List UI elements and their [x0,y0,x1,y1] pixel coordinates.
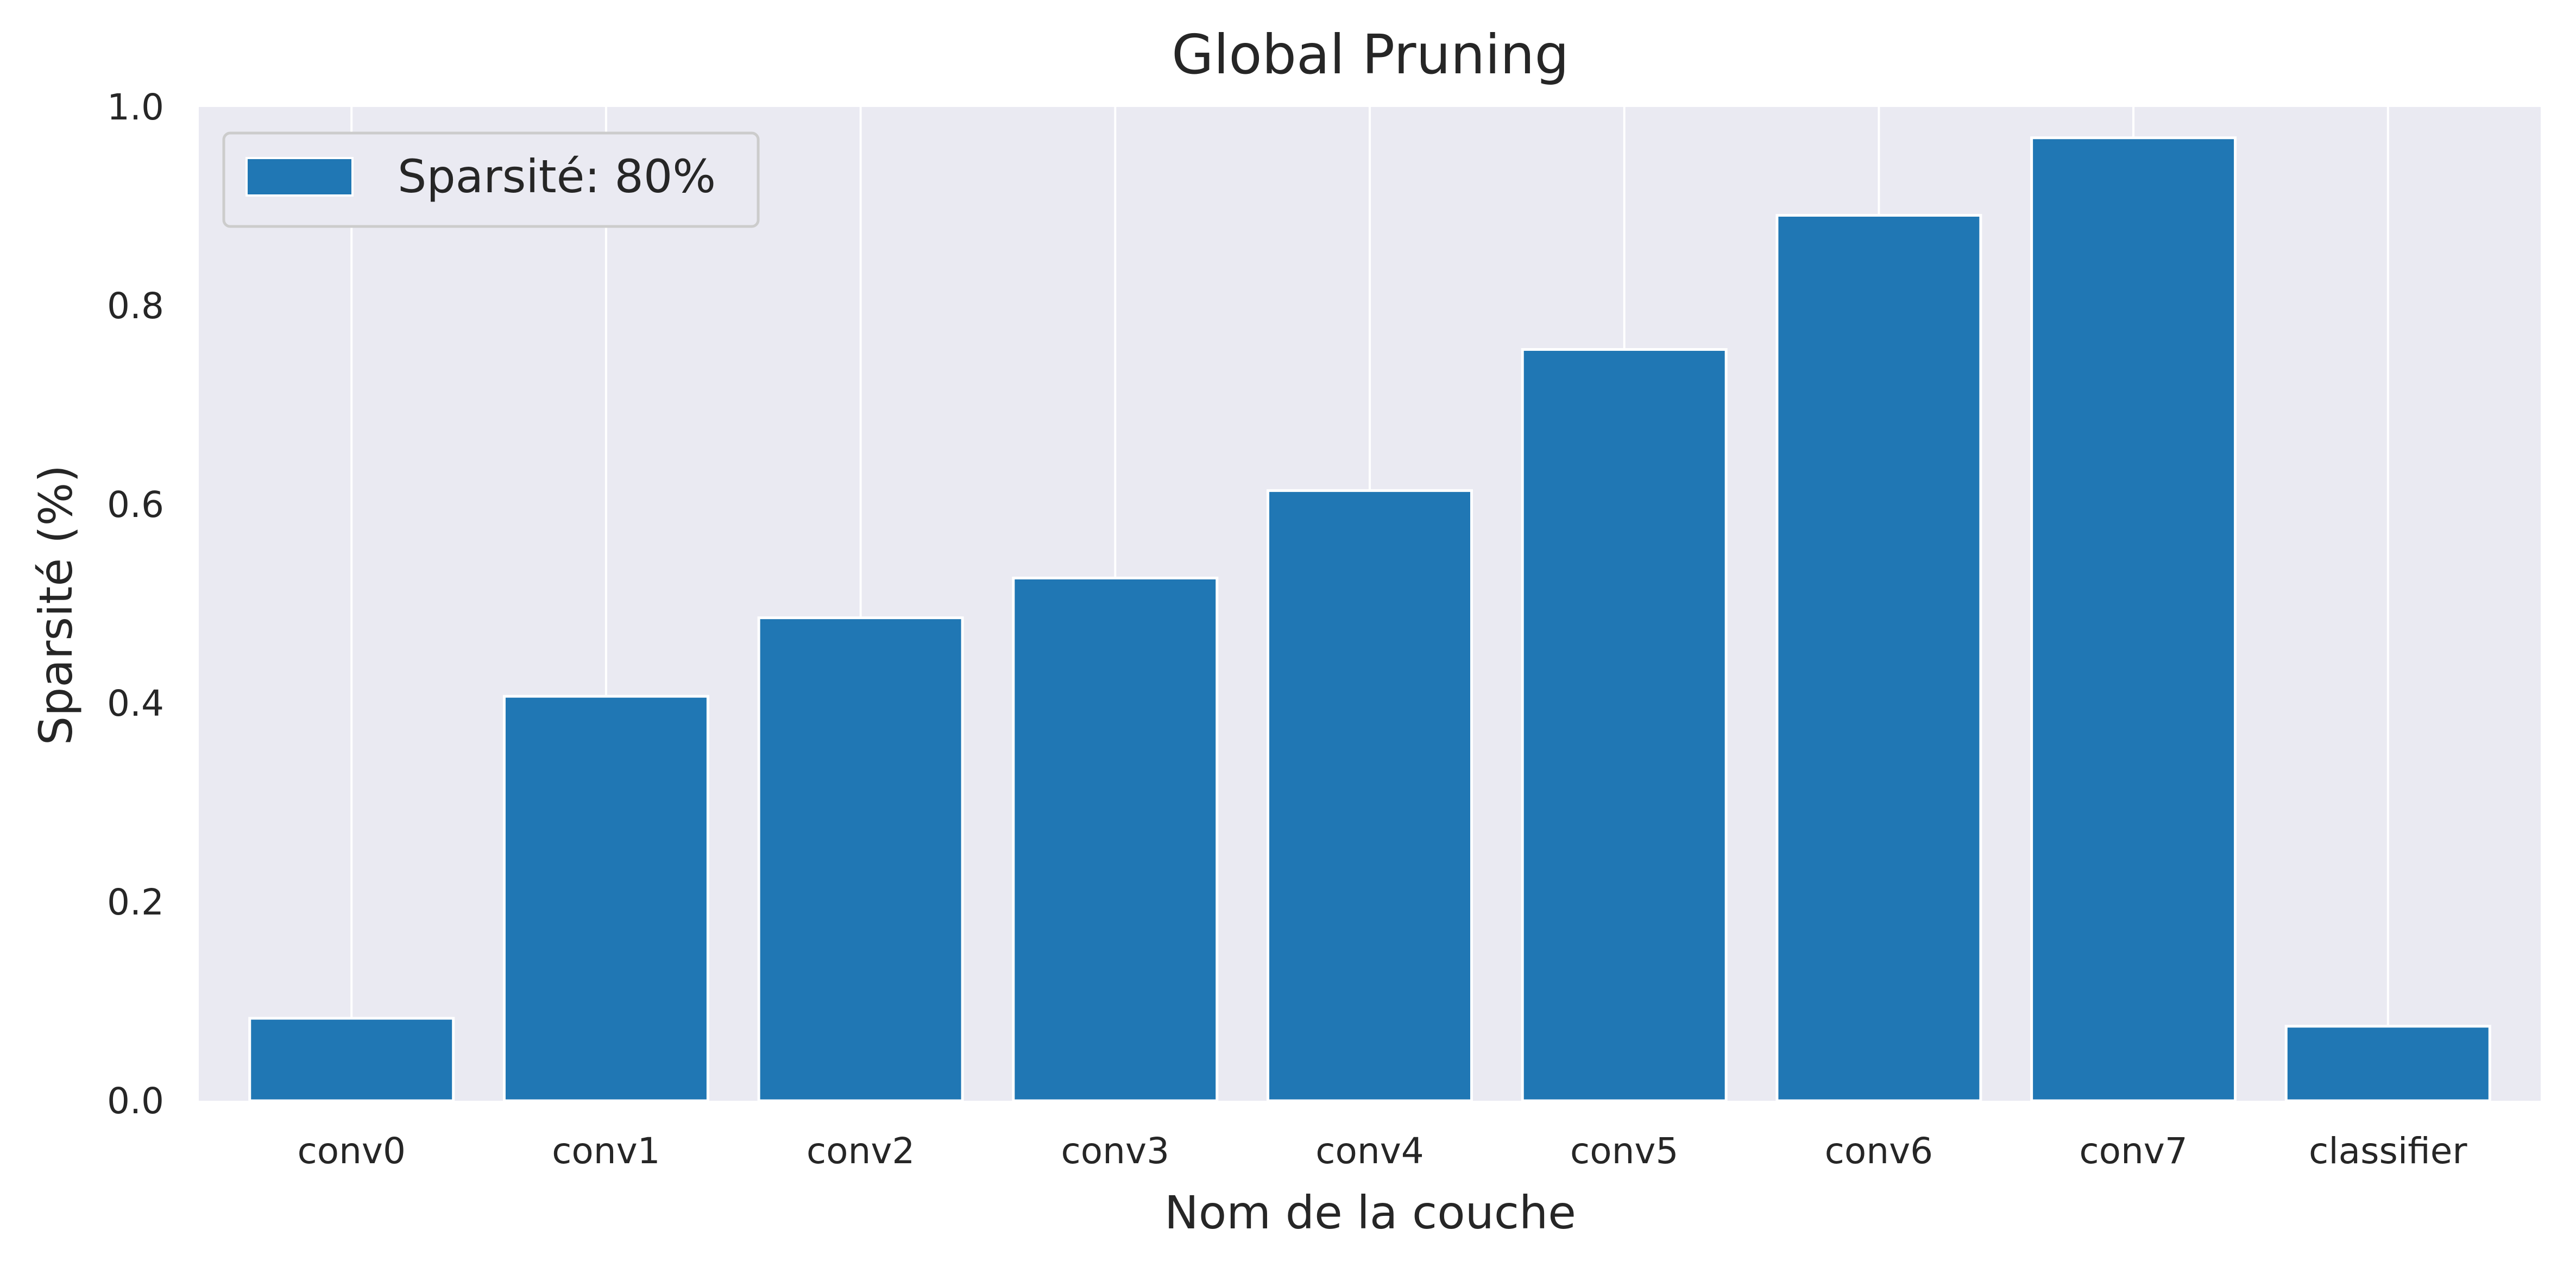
bar-conv7 [2030,136,2237,1102]
x-axis-label: Nom de la couche [1164,1186,1576,1239]
y-tick-label: 0.0 [107,1080,164,1122]
x-tick-label-conv3: conv3 [1061,1130,1170,1172]
y-tick-label: 0.8 [107,285,164,327]
bar-conv5 [1521,348,1728,1102]
bar-conv4 [1267,489,1473,1102]
x-tick-label-classifier: classifier [2309,1130,2467,1172]
x-tick-label-conv5: conv5 [1570,1130,1679,1172]
bar-conv2 [757,616,964,1102]
legend-swatch [245,157,354,197]
x-tick-label-conv4: conv4 [1315,1130,1424,1172]
bar-conv0 [248,1017,455,1102]
x-tick-label-conv6: conv6 [1825,1130,1933,1172]
y-tick-label: 1.0 [107,86,164,128]
x-tick-label-conv1: conv1 [552,1130,660,1172]
legend: Sparsité: 80% [222,131,760,228]
chart-title: Global Pruning [1172,23,1569,86]
bar-classifier [2284,1025,2491,1102]
x-tick-labels: conv0 conv1 conv2 conv3 conv4 conv5 conv6 conv7… [297,1130,2467,1172]
bar-conv6 [1775,213,1982,1102]
y-axis-label: Sparsité (%) [29,465,83,745]
bar-conv1 [502,695,709,1102]
x-tick-label-conv7: conv7 [2079,1130,2188,1172]
x-tick-label-conv0: conv0 [297,1130,406,1172]
x-tick-label-conv2: conv2 [807,1130,915,1172]
legend-label: Sparsité: 80% [398,150,716,203]
y-tick-label: 0.2 [107,881,164,923]
y-tick-labels: 0.0 0.2 0.4 0.6 0.8 1.0 [107,86,164,1122]
y-tick-label: 0.6 [107,484,164,526]
legend-box [222,131,760,228]
bar-conv3 [1012,576,1219,1102]
y-tick-label: 0.4 [107,683,164,724]
bars [248,136,2491,1102]
